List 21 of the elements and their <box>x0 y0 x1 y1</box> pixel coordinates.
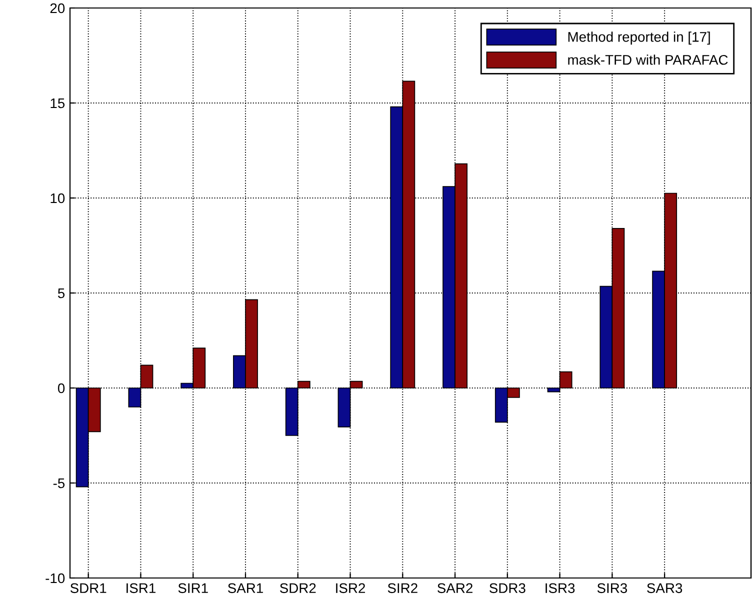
x-tick-label: ISR2 <box>336 583 365 594</box>
x-tick-label: SDR1 <box>70 583 106 594</box>
x-tick-label: SIR1 <box>178 583 208 594</box>
legend-label: Method reported in [17] <box>568 32 710 45</box>
y-tick-label: 10 <box>50 193 65 204</box>
y-tick-label: 20 <box>50 3 65 14</box>
y-tick-label: 5 <box>58 288 65 298</box>
x-tick-label: SIR2 <box>388 583 418 594</box>
x-tick-label: SIR3 <box>597 583 628 594</box>
legend-label: mask-TFD with PARAFAC <box>568 54 728 65</box>
x-tick-label: SAR2 <box>438 583 472 594</box>
y-tick-label: 0 <box>58 383 65 394</box>
x-tick-label: SDR2 <box>280 583 316 594</box>
x-tick-label: ISR3 <box>546 583 575 594</box>
y-tick-label: -5 <box>53 478 65 488</box>
x-tick-label: ISR1 <box>126 583 156 594</box>
y-tick-label: -10 <box>46 573 65 584</box>
x-tick-label: SDR3 <box>490 583 526 594</box>
x-tick-label: SAR3 <box>647 583 682 594</box>
x-tick-label: SAR1 <box>228 583 263 594</box>
y-tick-label: 15 <box>50 98 65 108</box>
